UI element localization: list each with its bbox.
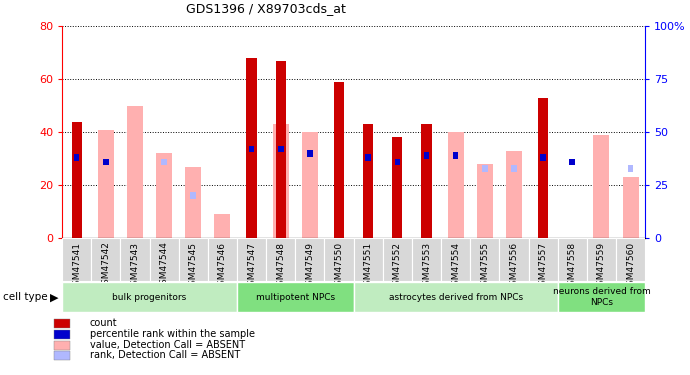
- Bar: [237, 238, 266, 281]
- Bar: [295, 238, 324, 281]
- Bar: [54, 341, 70, 350]
- Bar: [150, 238, 179, 281]
- Bar: [593, 135, 609, 238]
- Bar: [441, 238, 471, 281]
- Text: GSM47559: GSM47559: [597, 242, 606, 291]
- Bar: [511, 165, 517, 171]
- Bar: [246, 58, 257, 238]
- Bar: [529, 238, 558, 281]
- Bar: [363, 124, 373, 238]
- Text: GSM47558: GSM47558: [568, 242, 577, 291]
- Bar: [586, 238, 616, 281]
- Bar: [54, 330, 70, 339]
- Text: cell type: cell type: [3, 292, 48, 302]
- Bar: [448, 132, 464, 238]
- Text: GSM47546: GSM47546: [218, 242, 227, 291]
- Bar: [628, 165, 633, 171]
- Text: GSM47552: GSM47552: [393, 242, 402, 291]
- Bar: [215, 214, 230, 238]
- Bar: [91, 238, 121, 281]
- Text: GSM47551: GSM47551: [364, 242, 373, 291]
- Bar: [569, 159, 575, 165]
- Bar: [62, 238, 91, 281]
- Bar: [324, 238, 353, 281]
- Text: GSM47556: GSM47556: [509, 242, 518, 291]
- Text: GSM47544: GSM47544: [159, 242, 168, 291]
- Bar: [538, 98, 549, 238]
- Bar: [500, 238, 529, 281]
- Bar: [54, 320, 70, 328]
- Bar: [249, 146, 255, 153]
- Bar: [422, 124, 432, 238]
- Bar: [266, 238, 295, 281]
- Text: GSM47557: GSM47557: [539, 242, 548, 291]
- Bar: [558, 238, 586, 281]
- Bar: [161, 159, 167, 165]
- Text: GSM47550: GSM47550: [335, 242, 344, 291]
- Bar: [334, 82, 344, 238]
- Text: GSM47547: GSM47547: [247, 242, 256, 291]
- Bar: [482, 165, 488, 171]
- Bar: [353, 282, 558, 312]
- Bar: [453, 152, 458, 159]
- Text: GSM47549: GSM47549: [306, 242, 315, 291]
- Bar: [237, 282, 353, 312]
- Bar: [74, 154, 79, 161]
- Bar: [190, 192, 196, 199]
- Bar: [103, 159, 108, 165]
- Bar: [616, 238, 645, 281]
- Bar: [477, 164, 493, 238]
- Text: GSM47545: GSM47545: [189, 242, 198, 291]
- Bar: [273, 124, 288, 238]
- Bar: [540, 154, 546, 161]
- Bar: [156, 153, 172, 238]
- Text: GSM47542: GSM47542: [101, 242, 110, 291]
- Bar: [366, 154, 371, 161]
- Bar: [62, 282, 237, 312]
- Text: GSM47553: GSM47553: [422, 242, 431, 291]
- Bar: [179, 238, 208, 281]
- Text: percentile rank within the sample: percentile rank within the sample: [90, 329, 255, 339]
- Bar: [72, 122, 82, 238]
- Bar: [127, 106, 143, 238]
- Bar: [622, 177, 638, 238]
- Text: GSM47560: GSM47560: [626, 242, 635, 291]
- Text: ▶: ▶: [50, 292, 59, 302]
- Text: GSM47548: GSM47548: [276, 242, 285, 291]
- Bar: [353, 238, 383, 281]
- Bar: [278, 146, 284, 153]
- Bar: [412, 238, 441, 281]
- Bar: [98, 129, 114, 238]
- Text: neurons derived from
NPCs: neurons derived from NPCs: [553, 288, 650, 307]
- Text: bulk progenitors: bulk progenitors: [112, 292, 187, 302]
- Text: count: count: [90, 318, 117, 328]
- Bar: [506, 151, 522, 238]
- Bar: [208, 238, 237, 281]
- Bar: [54, 351, 70, 360]
- Text: GSM47541: GSM47541: [72, 242, 81, 291]
- Bar: [275, 61, 286, 238]
- Bar: [307, 150, 313, 157]
- Bar: [302, 132, 318, 238]
- Text: multipotent NPCs: multipotent NPCs: [256, 292, 335, 302]
- Bar: [392, 138, 402, 238]
- Text: GSM47554: GSM47554: [451, 242, 460, 291]
- Text: rank, Detection Call = ABSENT: rank, Detection Call = ABSENT: [90, 350, 240, 360]
- Text: GSM47555: GSM47555: [480, 242, 489, 291]
- Text: astrocytes derived from NPCs: astrocytes derived from NPCs: [388, 292, 523, 302]
- Bar: [383, 238, 412, 281]
- Bar: [471, 238, 500, 281]
- Bar: [186, 166, 201, 238]
- Bar: [424, 152, 429, 159]
- Bar: [121, 238, 150, 281]
- Bar: [558, 282, 645, 312]
- Bar: [395, 159, 400, 165]
- Text: value, Detection Call = ABSENT: value, Detection Call = ABSENT: [90, 340, 245, 350]
- Text: GDS1396 / X89703cds_at: GDS1396 / X89703cds_at: [186, 2, 346, 15]
- Text: GSM47543: GSM47543: [130, 242, 139, 291]
